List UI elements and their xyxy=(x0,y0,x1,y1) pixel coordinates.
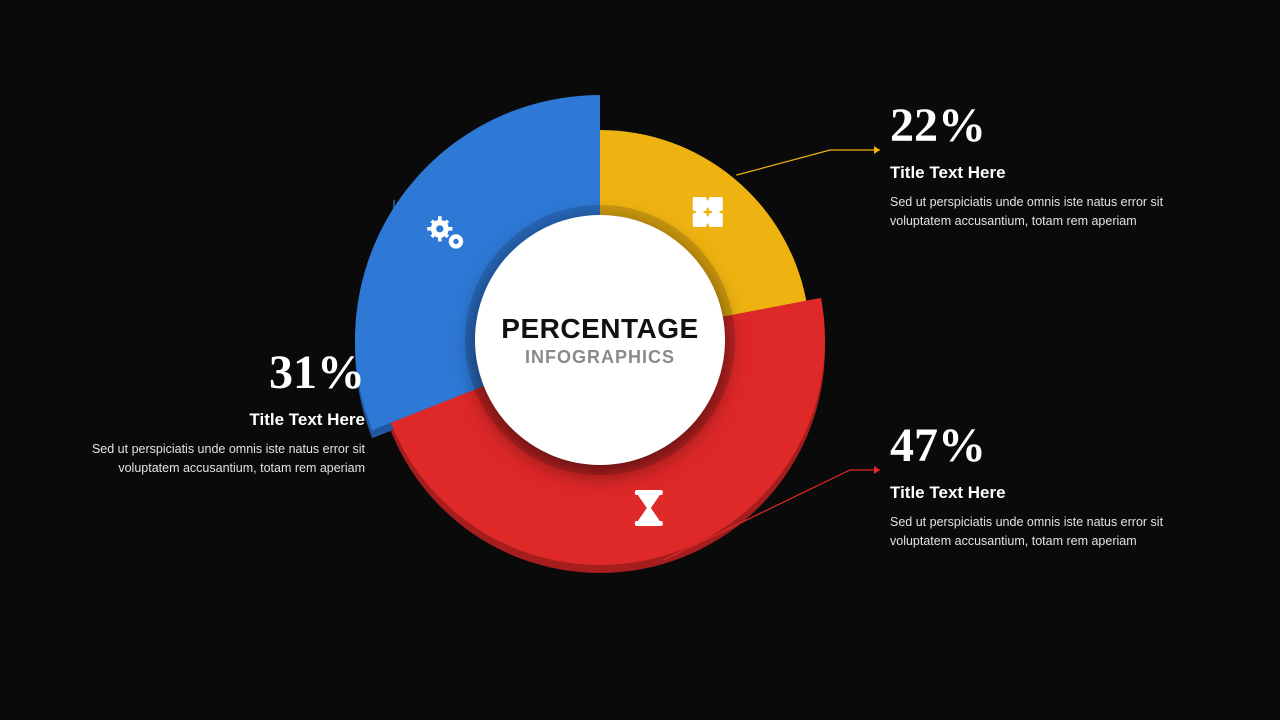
center-subtitle: INFOGRAPHICS xyxy=(525,347,675,368)
center-circle: PERCENTAGE INFOGRAPHICS xyxy=(475,215,725,465)
desc-yellow: Sed ut perspiciatis unde omnis iste natu… xyxy=(890,193,1190,232)
donut-chart: PERCENTAGE INFOGRAPHICS xyxy=(340,80,860,600)
label-yellow: 22% Title Text Here Sed ut perspiciatis … xyxy=(890,98,1190,232)
label-red: 47% Title Text Here Sed ut perspiciatis … xyxy=(890,418,1190,552)
title-yellow: Title Text Here xyxy=(890,163,1190,183)
center-title: PERCENTAGE xyxy=(501,313,698,345)
percentage-yellow: 22% xyxy=(890,98,1190,153)
desc-red: Sed ut perspiciatis unde omnis iste natu… xyxy=(890,513,1190,552)
desc-blue: Sed ut perspiciatis unde omnis iste natu… xyxy=(65,440,365,479)
label-blue: 31% Title Text Here Sed ut perspiciatis … xyxy=(65,345,365,479)
percentage-red: 47% xyxy=(890,418,1190,473)
title-red: Title Text Here xyxy=(890,483,1190,503)
percentage-blue: 31% xyxy=(65,345,365,400)
title-blue: Title Text Here xyxy=(65,410,365,430)
